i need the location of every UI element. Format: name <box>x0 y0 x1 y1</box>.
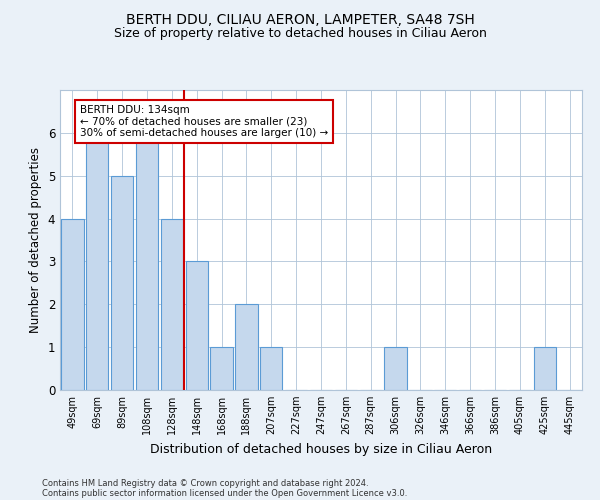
Bar <box>260 347 283 390</box>
Text: Size of property relative to detached houses in Ciliau Aeron: Size of property relative to detached ho… <box>113 28 487 40</box>
Bar <box>185 262 208 390</box>
Bar <box>161 218 183 390</box>
Bar <box>235 304 257 390</box>
Text: BERTH DDU, CILIAU AERON, LAMPETER, SA48 7SH: BERTH DDU, CILIAU AERON, LAMPETER, SA48 … <box>125 12 475 26</box>
Bar <box>385 347 407 390</box>
Text: Contains HM Land Registry data © Crown copyright and database right 2024.: Contains HM Land Registry data © Crown c… <box>42 478 368 488</box>
Text: BERTH DDU: 134sqm
← 70% of detached houses are smaller (23)
30% of semi-detached: BERTH DDU: 134sqm ← 70% of detached hous… <box>80 105 328 138</box>
Bar <box>111 176 133 390</box>
Bar <box>211 347 233 390</box>
Text: Contains public sector information licensed under the Open Government Licence v3: Contains public sector information licen… <box>42 488 407 498</box>
Bar <box>533 347 556 390</box>
X-axis label: Distribution of detached houses by size in Ciliau Aeron: Distribution of detached houses by size … <box>150 442 492 456</box>
Bar <box>136 133 158 390</box>
Bar <box>61 218 83 390</box>
Y-axis label: Number of detached properties: Number of detached properties <box>29 147 42 333</box>
Bar <box>86 133 109 390</box>
